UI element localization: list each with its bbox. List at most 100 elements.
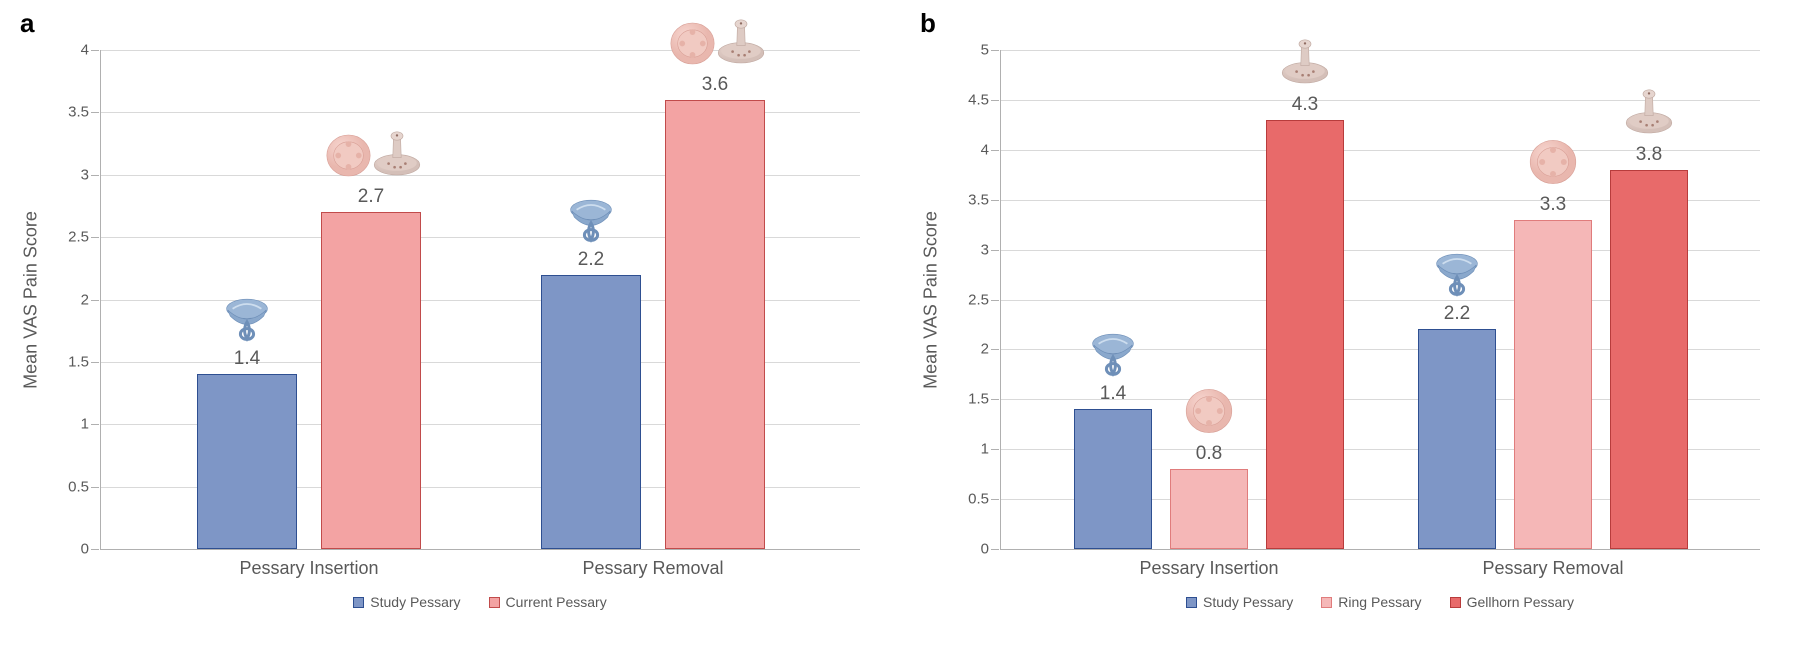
- y-tick-label: 2.5: [968, 291, 989, 308]
- y-tick-label: 0.5: [968, 491, 989, 508]
- y-tick-label: 2: [81, 291, 89, 308]
- study-device-icon: [1083, 321, 1143, 386]
- x-category-label: Pessary Removal: [1482, 558, 1623, 579]
- bar: [197, 374, 297, 549]
- bar-value-label: 0.8: [1196, 443, 1222, 465]
- y-tick-label: 3: [81, 166, 89, 183]
- chart-b-plot: Mean VAS Pain Score 00.511.522.533.544.5…: [1000, 50, 1760, 550]
- gellhorn-device-icon: [1275, 32, 1335, 97]
- legend-swatch: [489, 597, 500, 608]
- bar-value-label: 1.4: [234, 348, 260, 370]
- bar-value-label: 3.8: [1636, 144, 1662, 166]
- chart-a-legend: Study Pessary Current Pessary: [100, 594, 860, 610]
- study-device-icon: [561, 187, 621, 252]
- y-tick-label: 4: [981, 141, 989, 158]
- y-tick: [91, 424, 99, 425]
- bar-value-label: 1.4: [1100, 383, 1126, 405]
- y-tick-label: 1: [81, 416, 89, 433]
- bar: [1514, 220, 1592, 549]
- y-tick: [991, 399, 999, 400]
- bar: [665, 100, 765, 549]
- bar: [541, 275, 641, 549]
- legend-label: Gellhorn Pessary: [1467, 594, 1574, 610]
- bar: [1266, 120, 1344, 549]
- ring+gellhorn-device-icon: [664, 12, 766, 77]
- bar: [1074, 409, 1152, 549]
- study-device-icon: [1427, 241, 1487, 306]
- y-tick-label: 0: [81, 541, 89, 558]
- chart-b-wrap: Mean VAS Pain Score 00.511.522.533.544.5…: [1000, 50, 1780, 550]
- y-tick-label: 1.5: [968, 391, 989, 408]
- y-tick-label: 3.5: [968, 191, 989, 208]
- legend-label: Study Pessary: [1203, 594, 1293, 610]
- gridline: [1001, 50, 1760, 51]
- legend-item: Study Pessary: [353, 594, 460, 610]
- bar: [1418, 329, 1496, 549]
- chart-b-legend: Study Pessary Ring Pessary Gellhorn Pessar…: [1000, 594, 1760, 610]
- legend-item: Gellhorn Pessary: [1450, 594, 1574, 610]
- bar-value-label: 2.2: [1444, 303, 1470, 325]
- y-tick: [91, 362, 99, 363]
- panel-b-label: b: [920, 8, 936, 39]
- chart-a-plot: Mean VAS Pain Score 00.511.522.533.54Pes…: [100, 50, 860, 550]
- y-tick-label: 0.5: [68, 478, 89, 495]
- chart-a-wrap: Mean VAS Pain Score 00.511.522.533.54Pes…: [100, 50, 880, 550]
- legend-label: Ring Pessary: [1338, 594, 1421, 610]
- y-tick-label: 1: [981, 441, 989, 458]
- y-tick-label: 2.5: [68, 229, 89, 246]
- bar-value-label: 3.3: [1540, 194, 1566, 216]
- y-tick-label: 0: [981, 541, 989, 558]
- legend-item: Current Pessary: [489, 594, 607, 610]
- legend-swatch: [1450, 597, 1461, 608]
- y-tick: [991, 449, 999, 450]
- y-tick: [991, 300, 999, 301]
- y-tick: [991, 349, 999, 350]
- bar-value-label: 4.3: [1292, 94, 1318, 116]
- bar: [1610, 170, 1688, 549]
- y-tick: [91, 549, 99, 550]
- bar-value-label: 3.6: [702, 74, 728, 96]
- y-tick-label: 2: [981, 341, 989, 358]
- y-tick: [991, 250, 999, 251]
- x-category-label: Pessary Removal: [582, 558, 723, 579]
- legend-item: Study Pessary: [1186, 594, 1293, 610]
- bar: [321, 212, 421, 549]
- panel-a-label: a: [20, 8, 34, 39]
- y-tick-label: 3.5: [68, 104, 89, 121]
- ring+gellhorn-device-icon: [320, 124, 422, 189]
- study-device-icon: [217, 286, 277, 351]
- y-tick: [91, 175, 99, 176]
- gellhorn-device-icon: [1619, 82, 1679, 147]
- legend-item: Ring Pessary: [1321, 594, 1421, 610]
- legend-swatch: [1186, 597, 1197, 608]
- bar-value-label: 2.2: [578, 249, 604, 271]
- y-tick: [91, 112, 99, 113]
- y-tick-label: 1.5: [68, 353, 89, 370]
- bar-value-label: 2.7: [358, 186, 384, 208]
- y-tick: [991, 499, 999, 500]
- y-tick: [991, 150, 999, 151]
- ring-device-icon: [1179, 381, 1239, 446]
- panel-b: b Mean VAS Pain Score 00.511.522.533.544…: [900, 0, 1800, 656]
- legend-swatch: [1321, 597, 1332, 608]
- y-tick-label: 5: [981, 42, 989, 59]
- y-tick-label: 4.5: [968, 91, 989, 108]
- y-tick-label: 4: [81, 42, 89, 59]
- y-tick: [991, 549, 999, 550]
- y-tick: [91, 487, 99, 488]
- chart-b-ylabel: Mean VAS Pain Score: [921, 211, 942, 389]
- y-tick: [991, 100, 999, 101]
- y-tick-label: 3: [981, 241, 989, 258]
- legend-label: Current Pessary: [506, 594, 607, 610]
- chart-a-ylabel: Mean VAS Pain Score: [21, 211, 42, 389]
- legend-label: Study Pessary: [370, 594, 460, 610]
- panel-a: a Mean VAS Pain Score 00.511.522.533.54P…: [0, 0, 900, 656]
- ring-device-icon: [1523, 132, 1583, 197]
- y-tick: [91, 50, 99, 51]
- legend-swatch: [353, 597, 364, 608]
- y-tick: [91, 237, 99, 238]
- y-tick: [91, 300, 99, 301]
- x-category-label: Pessary Insertion: [239, 558, 378, 579]
- x-category-label: Pessary Insertion: [1139, 558, 1278, 579]
- y-tick: [991, 200, 999, 201]
